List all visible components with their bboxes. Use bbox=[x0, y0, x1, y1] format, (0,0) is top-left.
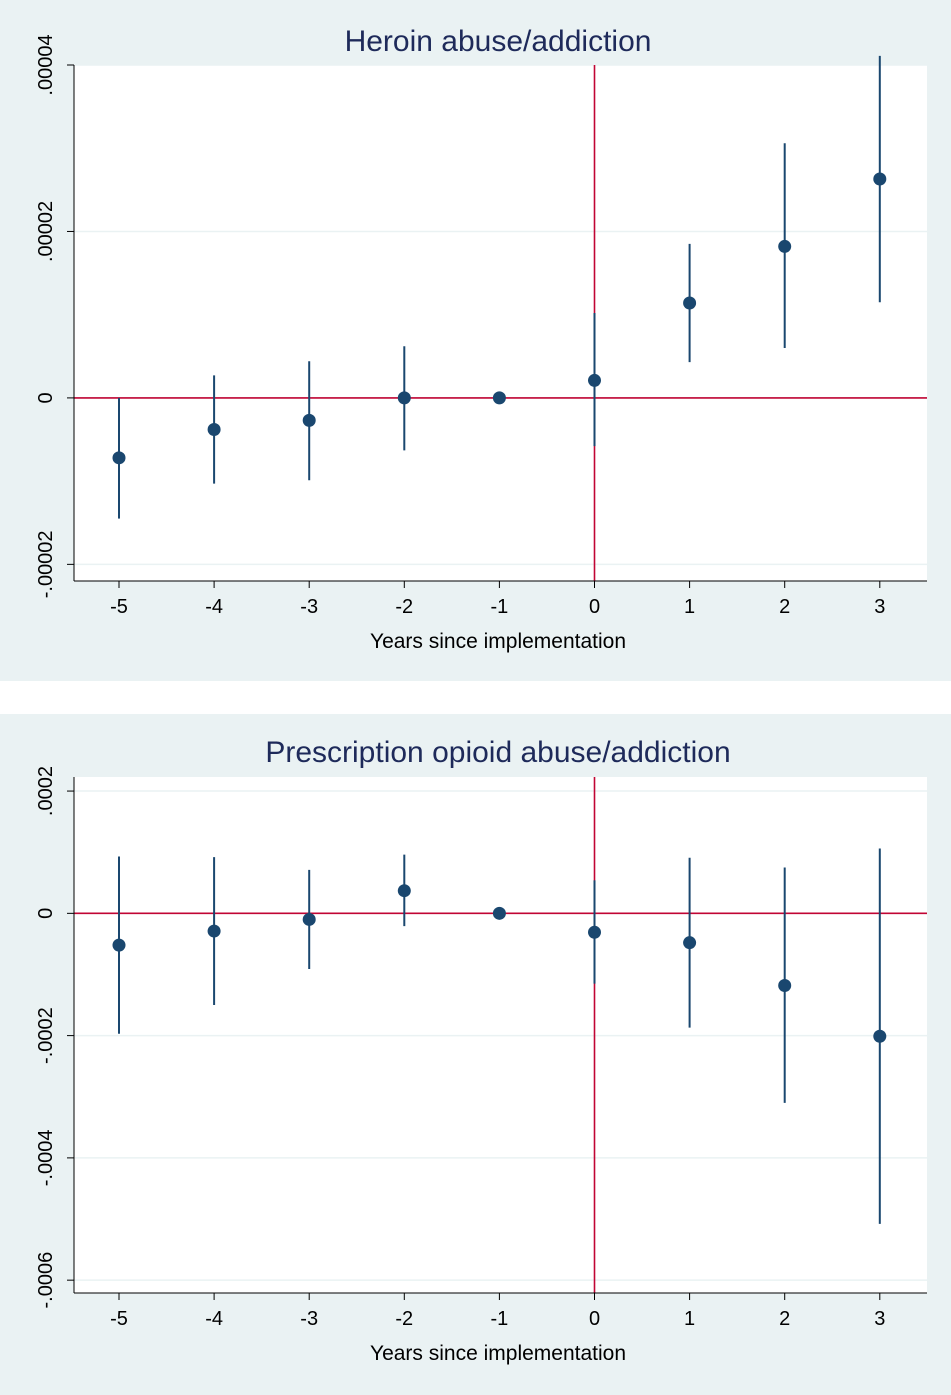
y-tick-label: .00002 bbox=[35, 201, 57, 262]
x-tick-label: -5 bbox=[110, 1308, 128, 1330]
x-tick-label: -2 bbox=[395, 596, 413, 618]
x-tick-label: -1 bbox=[491, 1308, 509, 1330]
prescription-opioid-chart: -5 -4 -3 -2 -1 0 1 2 3 -.0006 -.0004 -.0002 0 .0002 Pr… bbox=[0, 714, 951, 1395]
x-tick-label: -2 bbox=[395, 1308, 413, 1330]
y-tick-label: -.00002 bbox=[35, 530, 57, 598]
x-tick-label: 3 bbox=[874, 596, 885, 618]
data-point bbox=[873, 172, 887, 186]
x-axis-label: Years since implementation bbox=[370, 630, 626, 653]
data-point bbox=[207, 423, 221, 437]
x-tick-label: 1 bbox=[684, 596, 695, 618]
x-tick-label: 1 bbox=[684, 1308, 695, 1330]
prescription-opioid-chart-panel: -5 -4 -3 -2 -1 0 1 2 3 -.0006 -.0004 -.0002 0 .0002 Pr… bbox=[0, 714, 951, 1395]
plot-area bbox=[74, 65, 927, 581]
y-tick-label: .00004 bbox=[35, 34, 57, 95]
x-tick-label: -3 bbox=[300, 1308, 318, 1330]
x-tick-label: -1 bbox=[491, 596, 509, 618]
heroin-chart-panel: -5 -4 -3 -2 -1 0 1 2 3 -.00002 0 .00002 .00004 Heroin… bbox=[0, 0, 951, 681]
data-point bbox=[302, 413, 316, 427]
x-tick-label: 3 bbox=[874, 1308, 885, 1330]
y-tick-label: -.0004 bbox=[35, 1130, 57, 1187]
data-point bbox=[778, 239, 792, 253]
data-point bbox=[588, 925, 601, 939]
data-point bbox=[778, 978, 792, 992]
data-point bbox=[397, 391, 411, 405]
x-tick-label: 0 bbox=[589, 596, 600, 618]
y-tick-label: -.0006 bbox=[35, 1252, 57, 1309]
data-point bbox=[492, 391, 506, 405]
y-tick-label: .0002 bbox=[35, 766, 57, 816]
data-point bbox=[683, 936, 697, 950]
data-point bbox=[302, 912, 316, 926]
data-point bbox=[873, 1029, 887, 1043]
x-tick-label: 2 bbox=[779, 596, 790, 618]
data-point bbox=[112, 938, 126, 952]
x-axis-label: Years since implementation bbox=[370, 1342, 626, 1365]
y-tick-label: -.0002 bbox=[35, 1007, 57, 1064]
x-tick-label: -4 bbox=[205, 596, 223, 618]
x-tick-label: -5 bbox=[110, 596, 128, 618]
data-point bbox=[588, 373, 601, 387]
x-tick-label: -3 bbox=[300, 596, 318, 618]
x-tick-label: -4 bbox=[205, 1308, 223, 1330]
data-point bbox=[683, 296, 697, 310]
chart-title: Prescription opioid abuse/addiction bbox=[265, 736, 730, 769]
y-tick-label: 0 bbox=[35, 908, 57, 919]
x-tick-label: 2 bbox=[779, 1308, 790, 1330]
x-tick-label: 0 bbox=[589, 1308, 600, 1330]
data-point bbox=[492, 906, 506, 920]
heroin-chart: -5 -4 -3 -2 -1 0 1 2 3 -.00002 0 .00002 .00004 Heroin… bbox=[0, 0, 951, 681]
data-point bbox=[397, 884, 411, 898]
data-point bbox=[112, 451, 126, 465]
data-point bbox=[207, 924, 221, 938]
chart-title: Heroin abuse/addiction bbox=[345, 25, 652, 58]
y-tick-label: 0 bbox=[35, 392, 57, 403]
